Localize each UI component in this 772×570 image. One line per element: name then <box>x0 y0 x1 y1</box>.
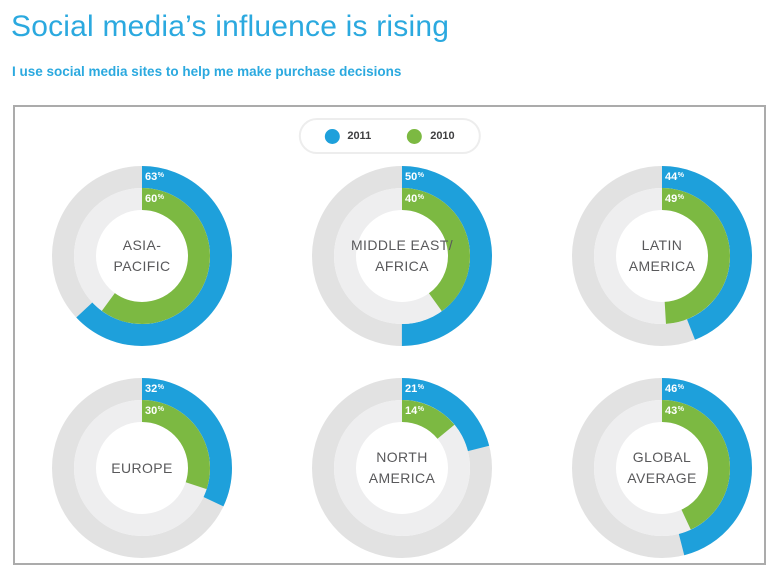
donut-grid: 63% 60% ASIA- PACIFIC 50% 40% MIDDLE EAST/AFRI… <box>15 107 764 563</box>
value-label-2011-north-america: 21% <box>405 383 424 395</box>
donut-rings-global-average <box>572 378 752 558</box>
donut-rings-north-america <box>312 378 492 558</box>
value-label-2010-asia-pacific: 60% <box>145 193 164 205</box>
value-label-2011-middle-east-africa: 50% <box>405 171 424 183</box>
donut-latin-america: 44% 49% LATIN AMERICA <box>572 166 752 346</box>
value-label-2010-latin-america: 49% <box>665 193 684 205</box>
value-label-2010-middle-east-africa: 40% <box>405 193 424 205</box>
donut-rings-asia-pacific <box>52 166 232 346</box>
donut-north-america: 21% 14% NORTH AMERICA <box>312 378 492 558</box>
chart-legend: 2011 2010 <box>298 118 481 154</box>
value-label-2011-europe: 32% <box>145 383 164 395</box>
value-label-2010-europe: 30% <box>145 405 164 417</box>
page-title: Social media’s influence is rising <box>11 10 450 43</box>
page-subtitle: I use social media sites to help me make… <box>12 64 402 79</box>
legend-item-2011: 2011 <box>324 128 372 144</box>
value-label-2011-global-average: 46% <box>665 383 684 395</box>
legend-label-2010: 2010 <box>430 130 455 142</box>
legend-swatch-2011-icon <box>324 128 340 144</box>
donut-rings-europe <box>52 378 232 558</box>
donut-global-average: 46% 43% GLOBAL AVERAGE <box>572 378 752 558</box>
donut-middle-east-africa: 50% 40% MIDDLE EAST/AFRICA <box>312 166 492 346</box>
chart-panel: 2011 2010 63% 60% ASIA- PACIFIC 50% 40% MIDDLE… <box>13 105 766 565</box>
value-label-2010-global-average: 43% <box>665 405 684 417</box>
value-label-2010-north-america: 14% <box>405 405 424 417</box>
legend-item-2010: 2010 <box>407 128 455 144</box>
value-label-2011-asia-pacific: 63% <box>145 171 164 183</box>
donut-rings-middle-east-africa <box>312 166 492 346</box>
donut-asia-pacific: 63% 60% ASIA- PACIFIC <box>52 166 232 346</box>
donut-rings-latin-america <box>572 166 752 346</box>
donut-europe: 32% 30% EUROPE <box>52 378 232 558</box>
legend-label-2011: 2011 <box>347 130 372 142</box>
value-label-2011-latin-america: 44% <box>665 171 684 183</box>
legend-swatch-2010-icon <box>407 128 423 144</box>
